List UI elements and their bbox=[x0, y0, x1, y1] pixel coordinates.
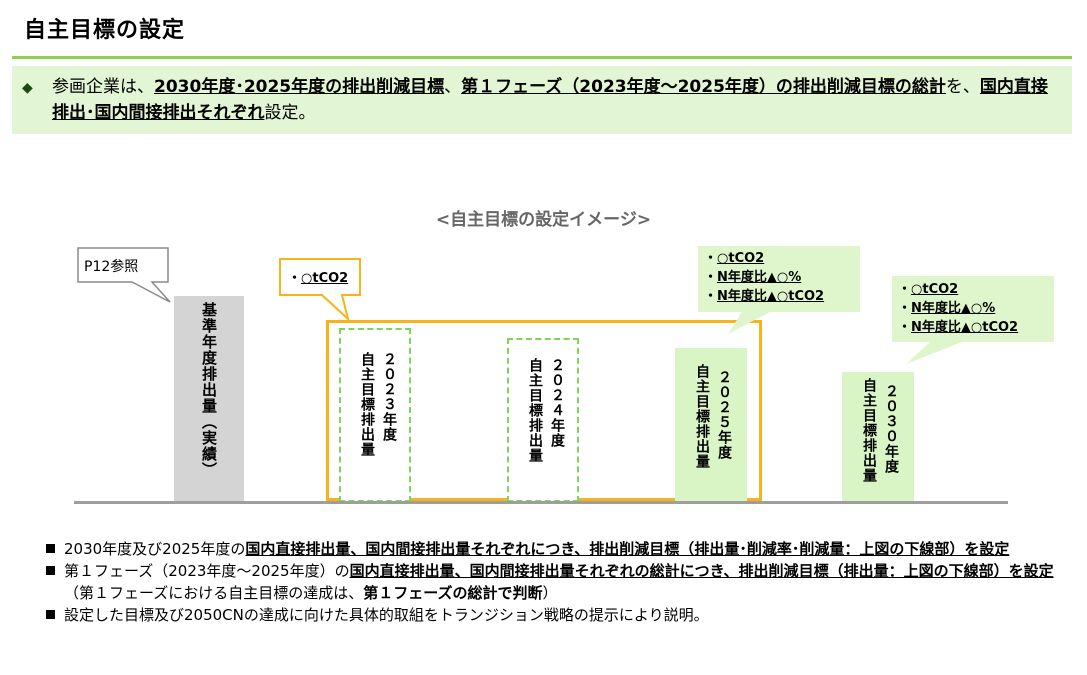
fy2030-callout-line: ・○tCO2 bbox=[898, 282, 959, 297]
fy2030-callout-line: ・N年度比▲○% bbox=[898, 301, 996, 316]
fy2025-callout-line: ・N年度比▲○% bbox=[704, 270, 802, 285]
bar-2024 bbox=[507, 338, 579, 502]
reference-callout bbox=[77, 247, 171, 303]
fy2030-callout-shape bbox=[892, 276, 1054, 364]
bar-2025 bbox=[675, 348, 747, 502]
bar-2030-label: 自主目標排出量 bbox=[861, 378, 877, 483]
summary-segment-emphasis: 2030年度･2025年度の排出削減目標 bbox=[154, 77, 445, 97]
phase1-callout bbox=[279, 258, 361, 323]
baseline bbox=[74, 501, 1008, 504]
base-year-bar bbox=[174, 296, 244, 502]
page-title: 自主目標の設定 bbox=[24, 18, 186, 43]
summary-segment-emphasis: 国内直接排出･国内間接排出それぞれ bbox=[52, 77, 1048, 123]
bar-2023-year: ２０２３年度 bbox=[381, 352, 397, 442]
summary-box bbox=[12, 66, 1072, 134]
summary-text: 参画企業は、2030年度･2025年度の排出削減目標、第１フェーズ（2023年度… bbox=[52, 74, 1062, 126]
square-bullet-icon bbox=[46, 544, 55, 553]
callout-value: ○tCO2 bbox=[301, 271, 349, 286]
fy2025-callout: ・○tCO2 ・N年度比▲○% ・N年度比▲○tCO2 bbox=[704, 249, 824, 306]
summary-segment: 、 bbox=[444, 77, 462, 97]
bar-2025-label: 自主目標排出量 bbox=[694, 364, 710, 469]
bar-2024-year: ２０２４年度 bbox=[549, 358, 565, 448]
notes-list: 2030年度及び2025年度の国内直接排出量、国内間接排出量それぞれにつき、排出… bbox=[46, 538, 1071, 626]
square-bullet-icon bbox=[46, 610, 55, 619]
fy2025-callout-line: ・○tCO2 bbox=[704, 251, 765, 266]
square-bullet-icon bbox=[46, 566, 55, 575]
summary-segment: 設定。 bbox=[264, 103, 316, 123]
base-year-label: 基準年度排出量（実績） bbox=[200, 302, 218, 478]
fy2030-callout-line: ・N年度比▲○tCO2 bbox=[898, 320, 1019, 335]
fy2030-callout: ・○tCO2 ・N年度比▲○% ・N年度比▲○tCO2 bbox=[898, 280, 1018, 337]
callout-bullet: ・ bbox=[288, 271, 302, 286]
note-item: 第１フェーズ（2023年度～2025年度）の国内直接排出量、国内間接排出量それぞ… bbox=[46, 560, 1071, 604]
summary-segment: 参画企業は、 bbox=[52, 77, 154, 97]
reference-label: P12参照 bbox=[84, 259, 139, 275]
diagram-caption: <自主目標の設定イメージ> bbox=[435, 210, 652, 230]
note-item: 設定した目標及び2050CNの達成に向けた具体的取組をトランジション戦略の提示に… bbox=[46, 604, 1071, 626]
bar-2023 bbox=[339, 328, 411, 502]
phase1-callout-text: ・○tCO2 bbox=[288, 267, 348, 286]
diamond-bullet-icon: ◆ bbox=[22, 80, 33, 96]
title-divider bbox=[12, 56, 1072, 59]
bar-2030-year: ２０３０年度 bbox=[883, 384, 899, 474]
bar-2025-year: ２０２５年度 bbox=[716, 370, 732, 460]
bar-2023-label: 自主目標排出量 bbox=[359, 352, 375, 457]
summary-segment-emphasis: 第１フェーズ（2023年度～2025年度）の排出削減目標の総計 bbox=[461, 77, 946, 97]
fy2025-callout-line: ・N年度比▲○tCO2 bbox=[704, 289, 825, 304]
fy2025-callout-shape bbox=[698, 246, 860, 334]
summary-segment: を、 bbox=[945, 77, 980, 97]
note-item: 2030年度及び2025年度の国内直接排出量、国内間接排出量それぞれにつき、排出… bbox=[46, 538, 1071, 560]
bar-2024-label: 自主目標排出量 bbox=[527, 358, 543, 463]
bar-2030 bbox=[842, 372, 914, 502]
